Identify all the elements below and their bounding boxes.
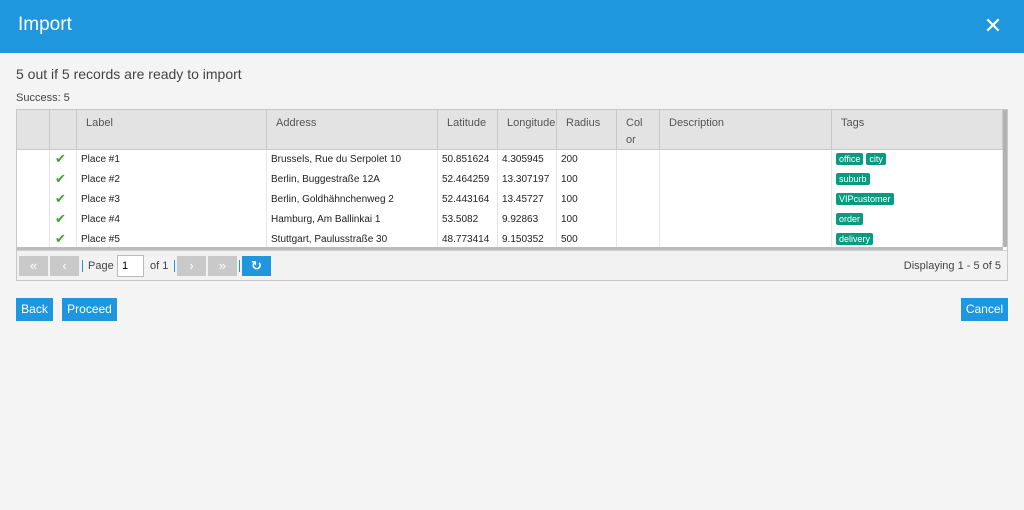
- color-cell: [617, 150, 660, 170]
- color-cell: [617, 210, 660, 230]
- longitude-cell: 9.150352: [498, 230, 557, 247]
- horizontal-scrollbar[interactable]: [17, 247, 1003, 250]
- address-cell: Hamburg, Am Ballinkai 1: [267, 210, 438, 230]
- table-row[interactable]: ✔ Place #1 Brussels, Rue du Serpolet 10 …: [17, 150, 1003, 170]
- label-cell: Place #3: [77, 190, 267, 210]
- success-count: Success: 5: [16, 92, 70, 104]
- address-cell: Berlin, Buggestraße 12A: [267, 170, 438, 190]
- table-row[interactable]: ✔ Place #5 Stuttgart, Paulusstraße 30 48…: [17, 230, 1003, 247]
- page-count-label: of 1: [150, 260, 169, 272]
- radius-cell: 100: [557, 170, 617, 190]
- label-cell: Place #5: [77, 230, 267, 247]
- color-cell: [617, 230, 660, 247]
- column-header-status[interactable]: [50, 110, 77, 149]
- column-header-label[interactable]: Label: [77, 110, 267, 149]
- next-page-button[interactable]: ›: [177, 256, 206, 276]
- row-number-cell: [17, 170, 50, 190]
- column-header-tags[interactable]: Tags: [832, 110, 1003, 149]
- description-cell: [660, 230, 832, 247]
- column-header-latitude[interactable]: Latitude: [438, 110, 498, 149]
- radius-cell: 100: [557, 210, 617, 230]
- longitude-cell: 13.307197: [498, 170, 557, 190]
- tags-cell: VIPcustomer: [832, 190, 1003, 210]
- tag-badge: order: [836, 213, 864, 225]
- separator: [82, 260, 83, 272]
- check-icon: ✔: [50, 190, 77, 210]
- latitude-cell: 52.464259: [438, 170, 498, 190]
- latitude-cell: 50.851624: [438, 150, 498, 170]
- import-summary: 5 out if 5 records are ready to import: [16, 66, 242, 82]
- latitude-cell: 48.773414: [438, 230, 498, 247]
- tags-cell: suburb: [832, 170, 1003, 190]
- latitude-cell: 53.5082: [438, 210, 498, 230]
- address-cell: Brussels, Rue du Serpolet 10: [267, 150, 438, 170]
- description-cell: [660, 210, 832, 230]
- table-row[interactable]: ✔ Place #3 Berlin, Goldhähnchenweg 2 52.…: [17, 190, 1003, 210]
- tags-cell: order: [832, 210, 1003, 230]
- last-page-button[interactable]: »: [208, 256, 237, 276]
- address-cell: Berlin, Goldhähnchenweg 2: [267, 190, 438, 210]
- dialog-titlebar: Import ✕: [0, 0, 1024, 53]
- color-cell: [617, 190, 660, 210]
- refresh-icon[interactable]: ↻: [242, 256, 271, 276]
- column-header-address[interactable]: Address: [267, 110, 438, 149]
- label-cell: Place #1: [77, 150, 267, 170]
- tag-badge: VIPcustomer: [836, 193, 894, 205]
- check-icon: ✔: [50, 230, 77, 247]
- description-cell: [660, 190, 832, 210]
- table-row[interactable]: ✔ Place #4 Hamburg, Am Ballinkai 1 53.50…: [17, 210, 1003, 230]
- close-icon[interactable]: ✕: [983, 13, 1003, 38]
- tags-cell: office city: [832, 150, 1003, 170]
- grid-header: Label Address Latitude Longitude Radius …: [17, 110, 1007, 150]
- check-icon: ✔: [50, 150, 77, 170]
- check-icon: ✔: [50, 210, 77, 230]
- prev-page-button[interactable]: ‹: [50, 256, 79, 276]
- tag-badge: office: [836, 153, 864, 165]
- vertical-scrollbar[interactable]: [1003, 110, 1007, 247]
- column-header-radius[interactable]: Radius: [557, 110, 617, 149]
- column-header-longitude[interactable]: Longitude: [498, 110, 557, 149]
- grid-body: ✔ Place #1 Brussels, Rue du Serpolet 10 …: [17, 150, 1003, 247]
- radius-cell: 200: [557, 150, 617, 170]
- tags-cell: delivery: [832, 230, 1003, 247]
- proceed-button[interactable]: Proceed: [62, 298, 117, 321]
- radius-cell: 100: [557, 190, 617, 210]
- label-cell: Place #2: [77, 170, 267, 190]
- color-cell: [617, 170, 660, 190]
- address-cell: Stuttgart, Paulusstraße 30: [267, 230, 438, 247]
- tag-badge: delivery: [836, 233, 874, 245]
- column-header-rownum[interactable]: [17, 110, 50, 149]
- dialog-title: Import: [18, 14, 72, 35]
- column-header-description[interactable]: Description: [660, 110, 832, 149]
- back-button[interactable]: Back: [16, 298, 53, 321]
- check-icon: ✔: [50, 170, 77, 190]
- page-number-input[interactable]: [117, 255, 144, 277]
- first-page-button[interactable]: «: [19, 256, 48, 276]
- longitude-cell: 13.45727: [498, 190, 557, 210]
- column-header-color[interactable]: Color: [617, 110, 660, 149]
- cancel-button[interactable]: Cancel: [961, 298, 1008, 321]
- row-number-cell: [17, 150, 50, 170]
- paging-toolbar: « ‹ Page of 1 › » ↻ Displaying 1 - 5 of …: [17, 250, 1007, 280]
- row-number-cell: [17, 210, 50, 230]
- latitude-cell: 52.443164: [438, 190, 498, 210]
- radius-cell: 500: [557, 230, 617, 247]
- page-label: Page: [88, 260, 114, 272]
- separator: [239, 260, 240, 272]
- row-number-cell: [17, 190, 50, 210]
- longitude-cell: 9.92863: [498, 210, 557, 230]
- import-grid: Label Address Latitude Longitude Radius …: [16, 109, 1008, 281]
- tag-badge: city: [866, 153, 886, 165]
- row-number-cell: [17, 230, 50, 247]
- separator: [174, 260, 175, 272]
- longitude-cell: 4.305945: [498, 150, 557, 170]
- tag-badge: suburb: [836, 173, 870, 185]
- table-row[interactable]: ✔ Place #2 Berlin, Buggestraße 12A 52.46…: [17, 170, 1003, 190]
- label-cell: Place #4: [77, 210, 267, 230]
- description-cell: [660, 150, 832, 170]
- description-cell: [660, 170, 832, 190]
- paging-status: Displaying 1 - 5 of 5: [903, 260, 1001, 272]
